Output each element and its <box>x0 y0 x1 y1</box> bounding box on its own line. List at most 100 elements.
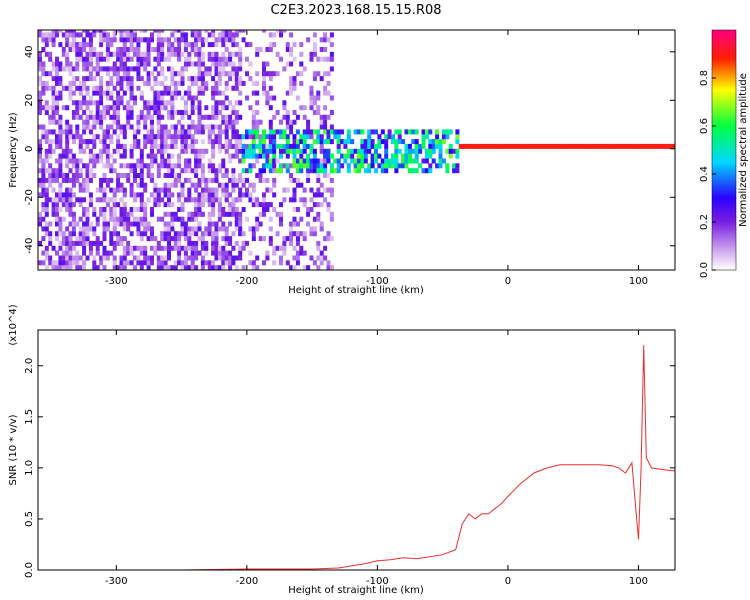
heatmap-cell <box>363 153 368 159</box>
heatmap-cell <box>360 153 365 159</box>
heatmap-cell <box>122 134 127 140</box>
heatmap-cell <box>51 66 56 72</box>
heatmap-cell <box>662 143 667 149</box>
heatmap-cell <box>65 245 70 251</box>
heatmap-cell <box>173 182 178 188</box>
heatmap-cell <box>136 231 141 237</box>
heatmap-cell <box>553 143 558 149</box>
heatmap-cell <box>309 85 314 91</box>
heatmap-cell <box>289 80 294 86</box>
heatmap-cell <box>295 143 300 149</box>
heatmap-cell <box>88 226 93 232</box>
heatmap-cell <box>265 177 270 183</box>
heatmap-cell <box>78 90 83 96</box>
heatmap-cell <box>214 139 219 145</box>
heatmap-cell <box>65 66 70 72</box>
heatmap-cell <box>177 158 182 164</box>
heatmap-cell <box>448 129 453 135</box>
heatmap-cell <box>190 105 195 111</box>
heatmap-cell <box>397 139 402 145</box>
heatmap-cell <box>78 56 83 62</box>
heatmap-cell <box>241 158 246 164</box>
heatmap-cell <box>177 197 182 203</box>
heatmap-cell <box>295 236 300 242</box>
heatmap-cell <box>41 216 46 222</box>
heatmap-cell <box>224 255 229 261</box>
heatmap-cell <box>292 255 297 261</box>
heatmap-cell <box>312 148 317 154</box>
heatmap-cell <box>99 85 104 91</box>
heatmap-cell <box>323 47 328 52</box>
heatmap-cell <box>445 129 450 135</box>
heatmap-cell <box>323 153 328 159</box>
heatmap-cell <box>228 119 233 125</box>
heatmap-cell <box>326 158 331 164</box>
heatmap-cell <box>197 76 202 82</box>
heatmap-cell <box>299 182 304 188</box>
heatmap-cell <box>265 153 270 159</box>
heatmap-cell <box>183 197 188 203</box>
heatmap-cell <box>116 100 121 106</box>
heatmap-cell <box>51 202 56 208</box>
heatmap-cell <box>61 153 66 159</box>
heatmap-cell <box>183 105 188 111</box>
heatmap-cell <box>234 207 239 212</box>
heatmap-cell <box>78 105 83 111</box>
heatmap-cell <box>44 51 49 57</box>
heatmap-cell <box>194 265 199 270</box>
heatmap-cell <box>139 148 144 154</box>
heatmap-cell <box>564 143 568 149</box>
heatmap-cell <box>336 168 341 174</box>
heatmap-cell <box>255 90 260 96</box>
heatmap-cell <box>197 153 202 159</box>
heatmap-cell <box>167 153 171 159</box>
heatmap-cell <box>262 90 266 96</box>
heatmap-cell <box>136 114 141 120</box>
heatmap-cell <box>150 100 154 106</box>
heatmap-cell <box>217 207 222 212</box>
heatmap-cell <box>143 61 148 67</box>
heatmap-cell <box>82 100 87 106</box>
heatmap-cell <box>438 153 443 159</box>
heatmap-cell <box>65 56 70 62</box>
heatmap-cell <box>68 236 73 242</box>
heatmap-cell <box>48 148 53 154</box>
heatmap-cell <box>292 148 297 154</box>
heatmap-cell <box>75 158 80 164</box>
heatmap-cell <box>183 61 188 67</box>
heatmap-cell <box>197 226 202 232</box>
heatmap-cell <box>438 148 443 154</box>
heatmap-cell <box>316 177 321 183</box>
heatmap-cell <box>292 158 297 164</box>
heatmap-cell <box>204 114 209 120</box>
heatmap-cell <box>329 163 334 169</box>
heatmap-cell <box>214 231 219 237</box>
heatmap-cell <box>224 85 229 91</box>
heatmap-cell <box>180 139 185 145</box>
heatmap-cell <box>224 139 229 145</box>
heatmap-cell <box>224 173 229 178</box>
heatmap-cell <box>217 245 222 251</box>
heatmap-cell <box>92 240 97 246</box>
heatmap-cell <box>105 255 110 261</box>
heatmap-cell <box>207 139 212 145</box>
heatmap-cell <box>197 202 202 208</box>
heatmap-cell <box>139 265 144 270</box>
heatmap-cell <box>258 177 263 183</box>
heatmap-cell <box>51 139 56 145</box>
heatmap-cell <box>255 129 260 135</box>
heatmap-cell <box>251 260 256 266</box>
heatmap-cell <box>99 95 104 101</box>
heatmap-cell <box>102 245 107 251</box>
heatmap-cell <box>200 245 205 251</box>
heatmap-cell <box>265 71 270 77</box>
heatmap-cell <box>292 134 297 140</box>
heatmap-cell <box>102 265 107 270</box>
heatmap-cell <box>418 143 423 149</box>
heatmap-cell <box>116 139 121 145</box>
heatmap-cell <box>265 95 270 101</box>
heatmap-cell <box>82 177 87 183</box>
heatmap-cell <box>289 90 294 96</box>
heatmap-cell <box>156 216 161 222</box>
heatmap-cell <box>228 32 233 38</box>
